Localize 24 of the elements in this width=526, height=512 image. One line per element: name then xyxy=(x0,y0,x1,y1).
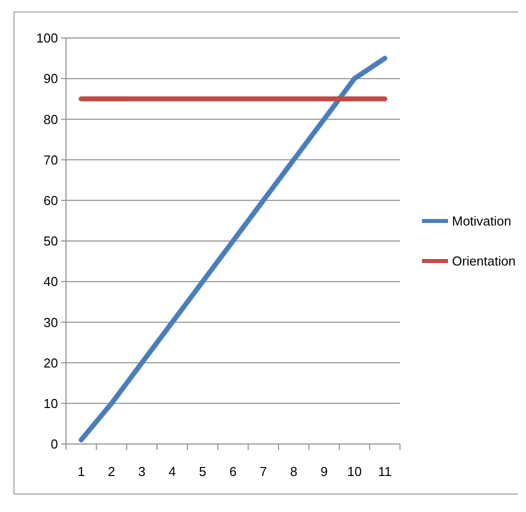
x-tick-label: 1 xyxy=(78,464,85,479)
y-tick-label: 30 xyxy=(44,314,58,330)
y-tick-label: 80 xyxy=(44,112,58,127)
y-tick-label: 10 xyxy=(44,396,58,411)
x-tick-label: 4 xyxy=(168,464,176,479)
y-tick-label: 40 xyxy=(44,274,58,290)
x-tick-label: 11 xyxy=(378,464,392,479)
x-tick-label: 10 xyxy=(347,464,362,479)
y-tick-label: 60 xyxy=(44,192,58,208)
y-tick-label: 70 xyxy=(44,152,58,168)
x-tick-label: 8 xyxy=(290,464,298,479)
y-tick-label: 100 xyxy=(36,30,58,46)
x-tick-label: 6 xyxy=(229,464,237,479)
y-tick-label: 20 xyxy=(44,355,58,370)
y-tick-label: 90 xyxy=(44,71,58,86)
y-tick-label: 50 xyxy=(44,234,58,249)
x-tick-label: 5 xyxy=(199,464,206,479)
x-tick-label: 2 xyxy=(108,464,116,479)
x-tick-label: 9 xyxy=(320,464,328,479)
x-tick-label: 7 xyxy=(260,464,267,479)
x-tick-label: 3 xyxy=(138,464,146,479)
legend-label: Orientation xyxy=(452,254,516,269)
legend-label: Motivation xyxy=(452,214,512,229)
y-tick-label: 0 xyxy=(50,436,58,452)
